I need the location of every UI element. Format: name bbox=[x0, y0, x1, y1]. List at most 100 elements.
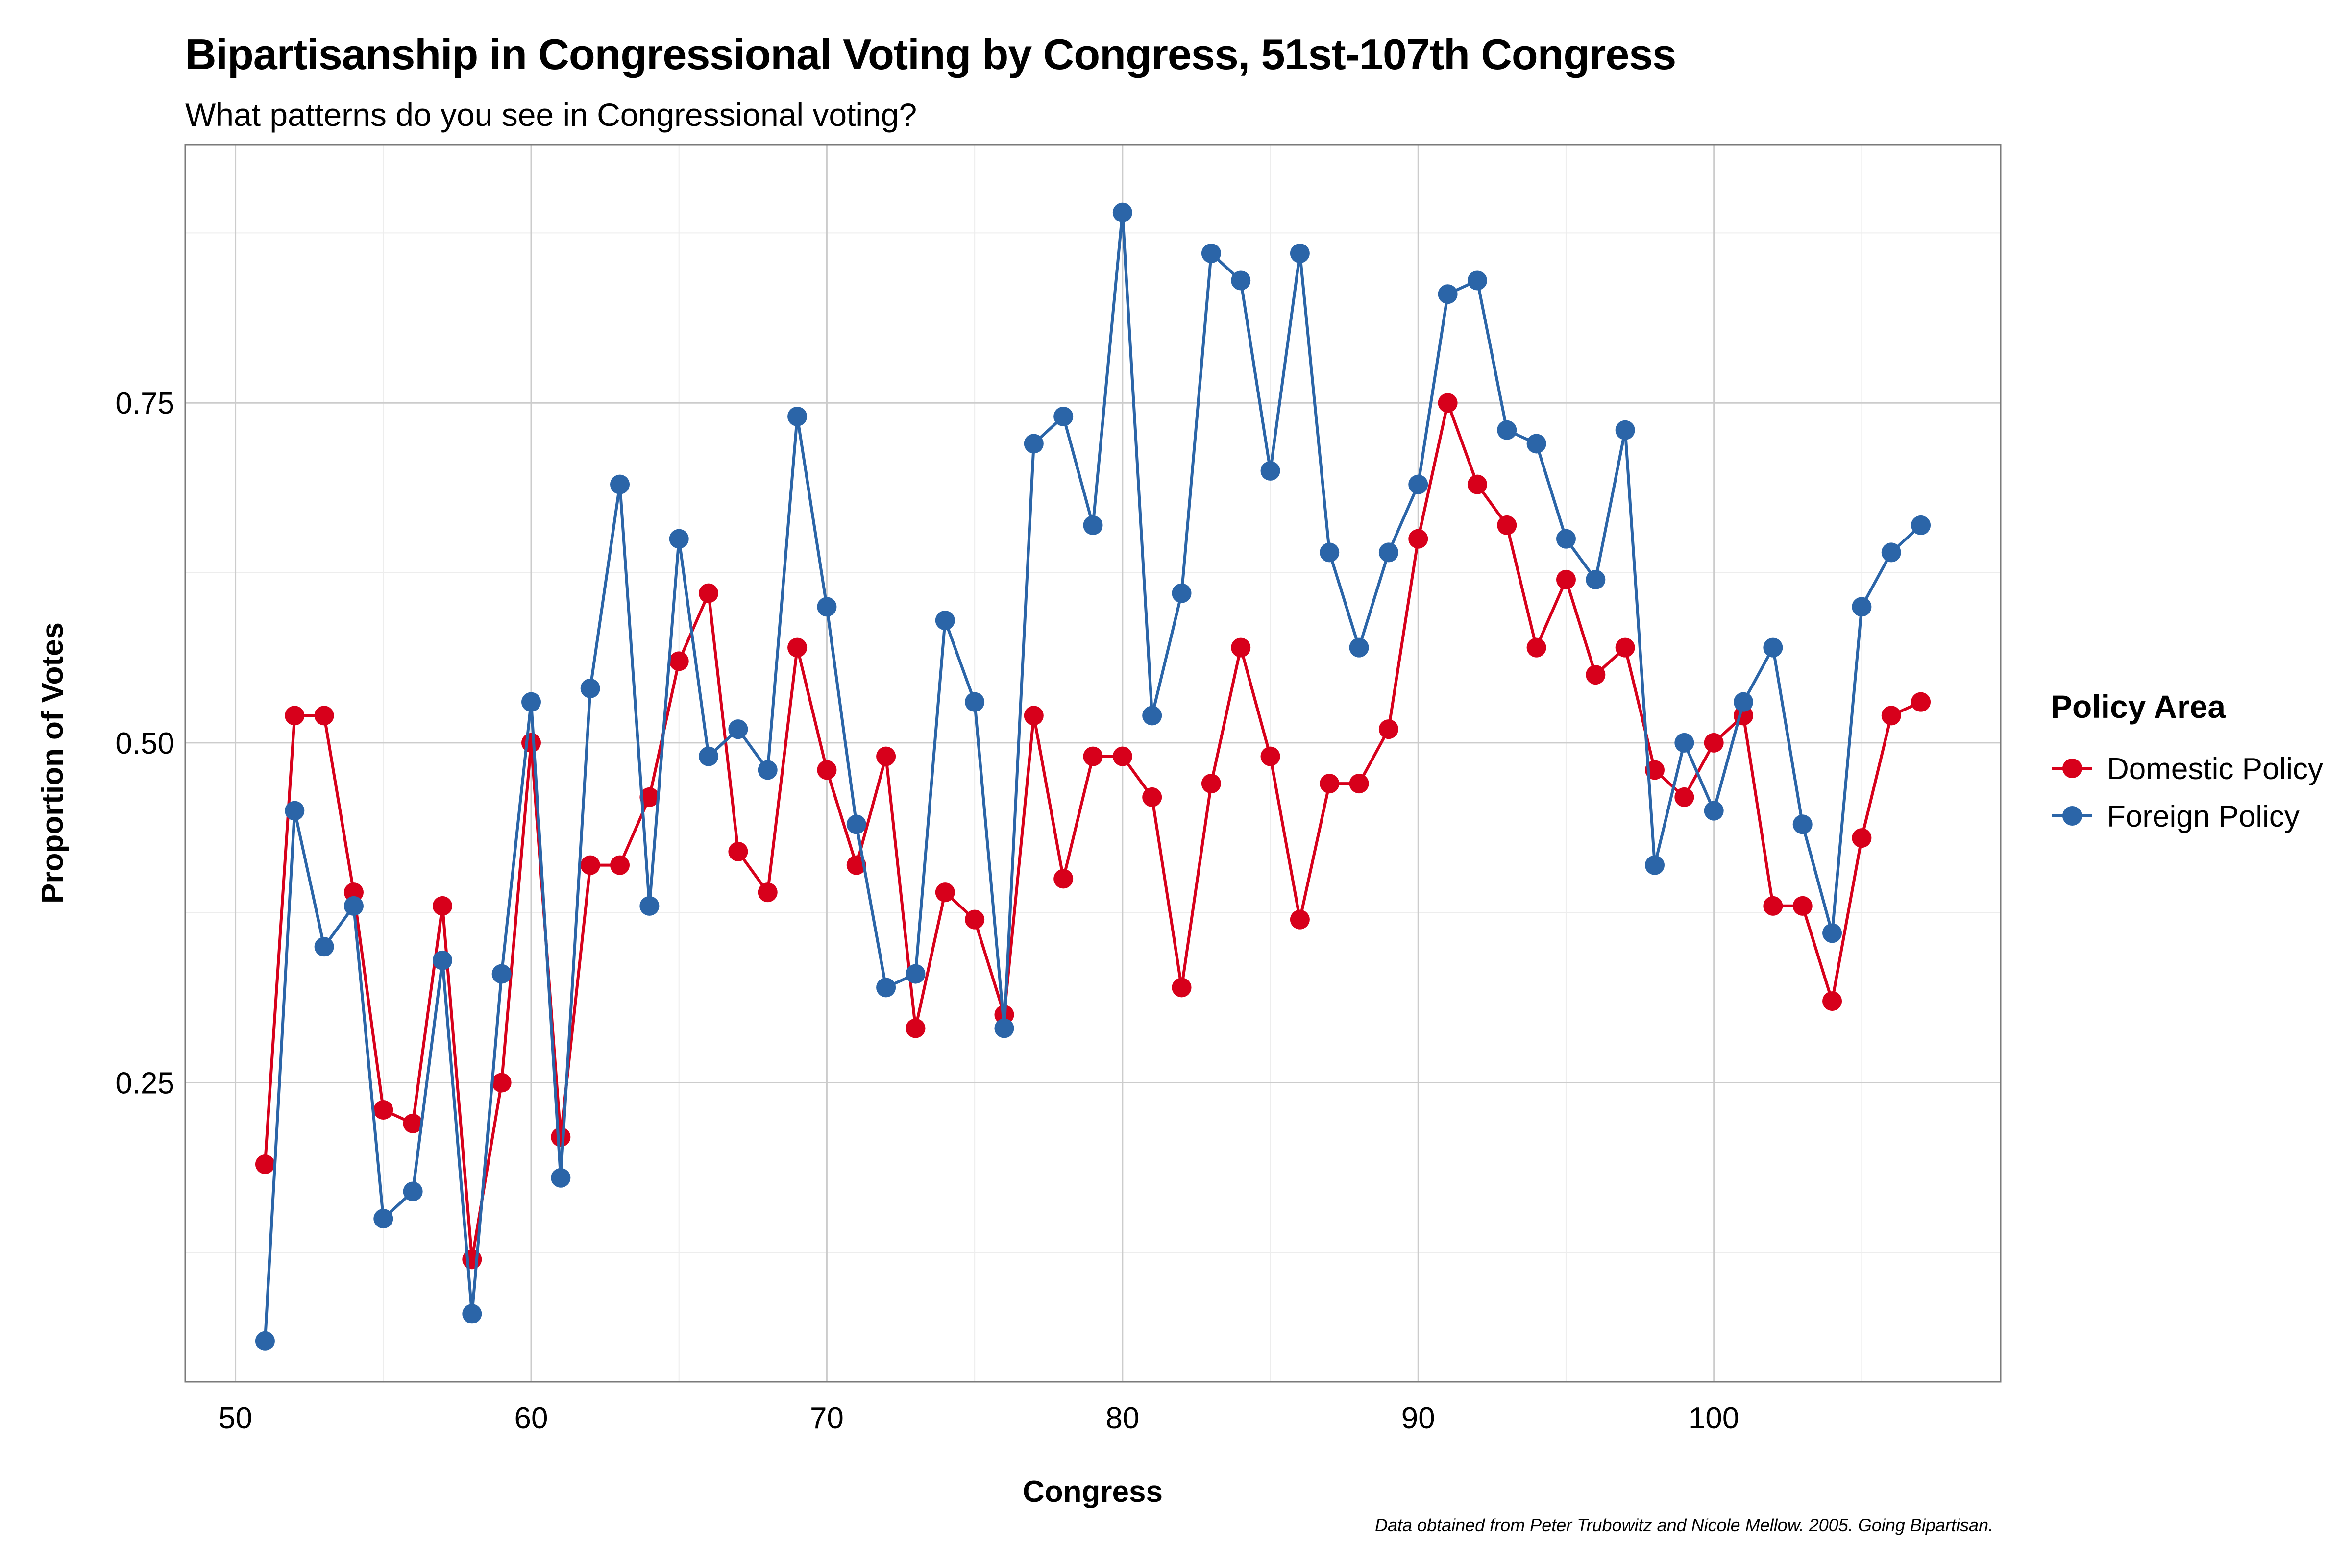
foreign-policy-point bbox=[255, 1331, 275, 1351]
y-tick-label: 0.25 bbox=[115, 1067, 174, 1101]
foreign-policy-point bbox=[1378, 542, 1398, 563]
foreign-policy-point bbox=[1852, 597, 1872, 617]
foreign-policy-point bbox=[314, 937, 334, 957]
domestic-policy-point bbox=[1674, 787, 1694, 807]
domestic-policy-point bbox=[1556, 569, 1576, 589]
legend-key-marker bbox=[2062, 806, 2082, 826]
domestic-policy-point bbox=[1911, 692, 1931, 712]
domestic-policy-point bbox=[1438, 393, 1458, 413]
x-tick-label: 90 bbox=[1401, 1401, 1435, 1435]
y-tick-label: 0.50 bbox=[115, 727, 174, 760]
domestic-policy-point bbox=[491, 1073, 512, 1093]
domestic-policy-point bbox=[1320, 774, 1340, 794]
legend-title: Policy Area bbox=[2051, 688, 2226, 725]
domestic-policy-point bbox=[669, 651, 689, 671]
domestic-policy-point bbox=[1852, 828, 1872, 848]
domestic-policy-point bbox=[1704, 733, 1724, 753]
domestic-policy-point bbox=[1615, 637, 1635, 658]
foreign-policy-point bbox=[935, 611, 955, 631]
chart-caption: Data obtained from Peter Trubowitz and N… bbox=[1375, 1515, 1993, 1535]
domestic-policy-point bbox=[1290, 909, 1310, 930]
domestic-policy-point bbox=[817, 760, 837, 780]
domestic-policy-point bbox=[1763, 896, 1783, 916]
foreign-policy-point bbox=[1467, 270, 1487, 291]
x-tick-label: 60 bbox=[514, 1401, 548, 1435]
legend-label: Domestic Policy bbox=[2107, 752, 2323, 786]
chart-title: Bipartisanship in Congressional Voting b… bbox=[185, 30, 1676, 78]
foreign-policy-point bbox=[906, 964, 926, 984]
domestic-policy-point bbox=[343, 882, 364, 903]
foreign-policy-point bbox=[1083, 515, 1103, 535]
domestic-policy-point bbox=[728, 841, 748, 861]
foreign-policy-point bbox=[817, 597, 837, 617]
domestic-policy-point bbox=[1792, 896, 1813, 916]
foreign-policy-point bbox=[1526, 434, 1546, 454]
foreign-policy-point bbox=[876, 978, 896, 998]
foreign-policy-point bbox=[1349, 637, 1369, 658]
foreign-policy-point bbox=[699, 746, 719, 766]
x-tick-label: 50 bbox=[219, 1401, 252, 1435]
domestic-policy-point bbox=[699, 583, 719, 603]
foreign-policy-point bbox=[1201, 243, 1221, 263]
domestic-policy-point bbox=[1881, 706, 1901, 726]
foreign-policy-point bbox=[551, 1168, 571, 1188]
domestic-policy-point bbox=[403, 1113, 423, 1133]
domestic-policy-point bbox=[314, 706, 334, 726]
foreign-policy-point bbox=[1320, 542, 1340, 563]
plot-panel-border bbox=[184, 144, 2002, 1383]
foreign-policy-point bbox=[1615, 420, 1635, 440]
x-tick-label: 100 bbox=[1689, 1401, 1739, 1435]
domestic-policy-point bbox=[1586, 665, 1606, 685]
domestic-policy-point bbox=[610, 855, 630, 875]
foreign-policy-point bbox=[639, 896, 660, 916]
foreign-policy-point bbox=[787, 406, 808, 426]
domestic-policy-point bbox=[1172, 978, 1192, 998]
legend-item-domestic-policy: Domestic Policy bbox=[2052, 752, 2323, 786]
legend-key-marker bbox=[2062, 759, 2082, 778]
foreign-policy-point bbox=[1556, 529, 1576, 549]
x-tick-label: 80 bbox=[1105, 1401, 1139, 1435]
x-tick-label: 70 bbox=[810, 1401, 844, 1435]
foreign-policy-point bbox=[758, 760, 778, 780]
foreign-policy-point bbox=[1112, 202, 1132, 222]
foreign-policy-point bbox=[965, 692, 985, 712]
domestic-policy-point bbox=[1054, 869, 1074, 889]
foreign-policy-point bbox=[1911, 515, 1931, 535]
domestic-policy-point bbox=[1378, 719, 1398, 739]
domestic-policy-point bbox=[1260, 746, 1280, 766]
domestic-policy-point bbox=[1231, 637, 1251, 658]
foreign-policy-point bbox=[1644, 855, 1665, 875]
domestic-policy-point bbox=[373, 1100, 393, 1120]
foreign-policy-point bbox=[1024, 434, 1044, 454]
y-axis-title: Proportion of Votes bbox=[36, 622, 70, 904]
domestic-policy-point bbox=[639, 787, 660, 807]
foreign-policy-line bbox=[263, 211, 1922, 1341]
domestic-policy-point bbox=[1408, 529, 1428, 549]
domestic-policy-point bbox=[935, 882, 955, 903]
y-tick-label: 0.75 bbox=[115, 387, 174, 420]
foreign-policy-point bbox=[1674, 733, 1694, 753]
foreign-policy-point bbox=[1054, 406, 1074, 426]
domestic-policy-point bbox=[1822, 991, 1842, 1011]
domestic-policy-point bbox=[551, 1127, 571, 1147]
foreign-policy-point bbox=[373, 1209, 393, 1229]
legend-item-foreign-policy: Foreign Policy bbox=[2052, 800, 2300, 833]
foreign-policy-point bbox=[669, 529, 689, 549]
domestic-policy-point bbox=[1024, 706, 1044, 726]
foreign-policy-point bbox=[1408, 474, 1428, 494]
domestic-policy-point bbox=[846, 855, 866, 875]
foreign-policy-point bbox=[521, 692, 541, 712]
major-gridlines bbox=[185, 145, 2001, 1382]
legend: Policy Area Domestic Policy Foreign Polic… bbox=[2051, 688, 2323, 833]
foreign-policy-point bbox=[1142, 706, 1162, 726]
domestic-policy-point bbox=[1201, 774, 1221, 794]
foreign-policy-point bbox=[1290, 243, 1310, 263]
domestic-policy-point bbox=[1526, 637, 1546, 658]
domestic-policy-point bbox=[758, 882, 778, 903]
foreign-policy-point bbox=[1497, 420, 1517, 440]
domestic-policy-point bbox=[255, 1154, 275, 1175]
y-axis-tick-labels: 0.25 0.50 0.75 bbox=[115, 387, 174, 1100]
foreign-policy-point bbox=[1792, 814, 1813, 834]
foreign-policy-point bbox=[462, 1304, 482, 1324]
